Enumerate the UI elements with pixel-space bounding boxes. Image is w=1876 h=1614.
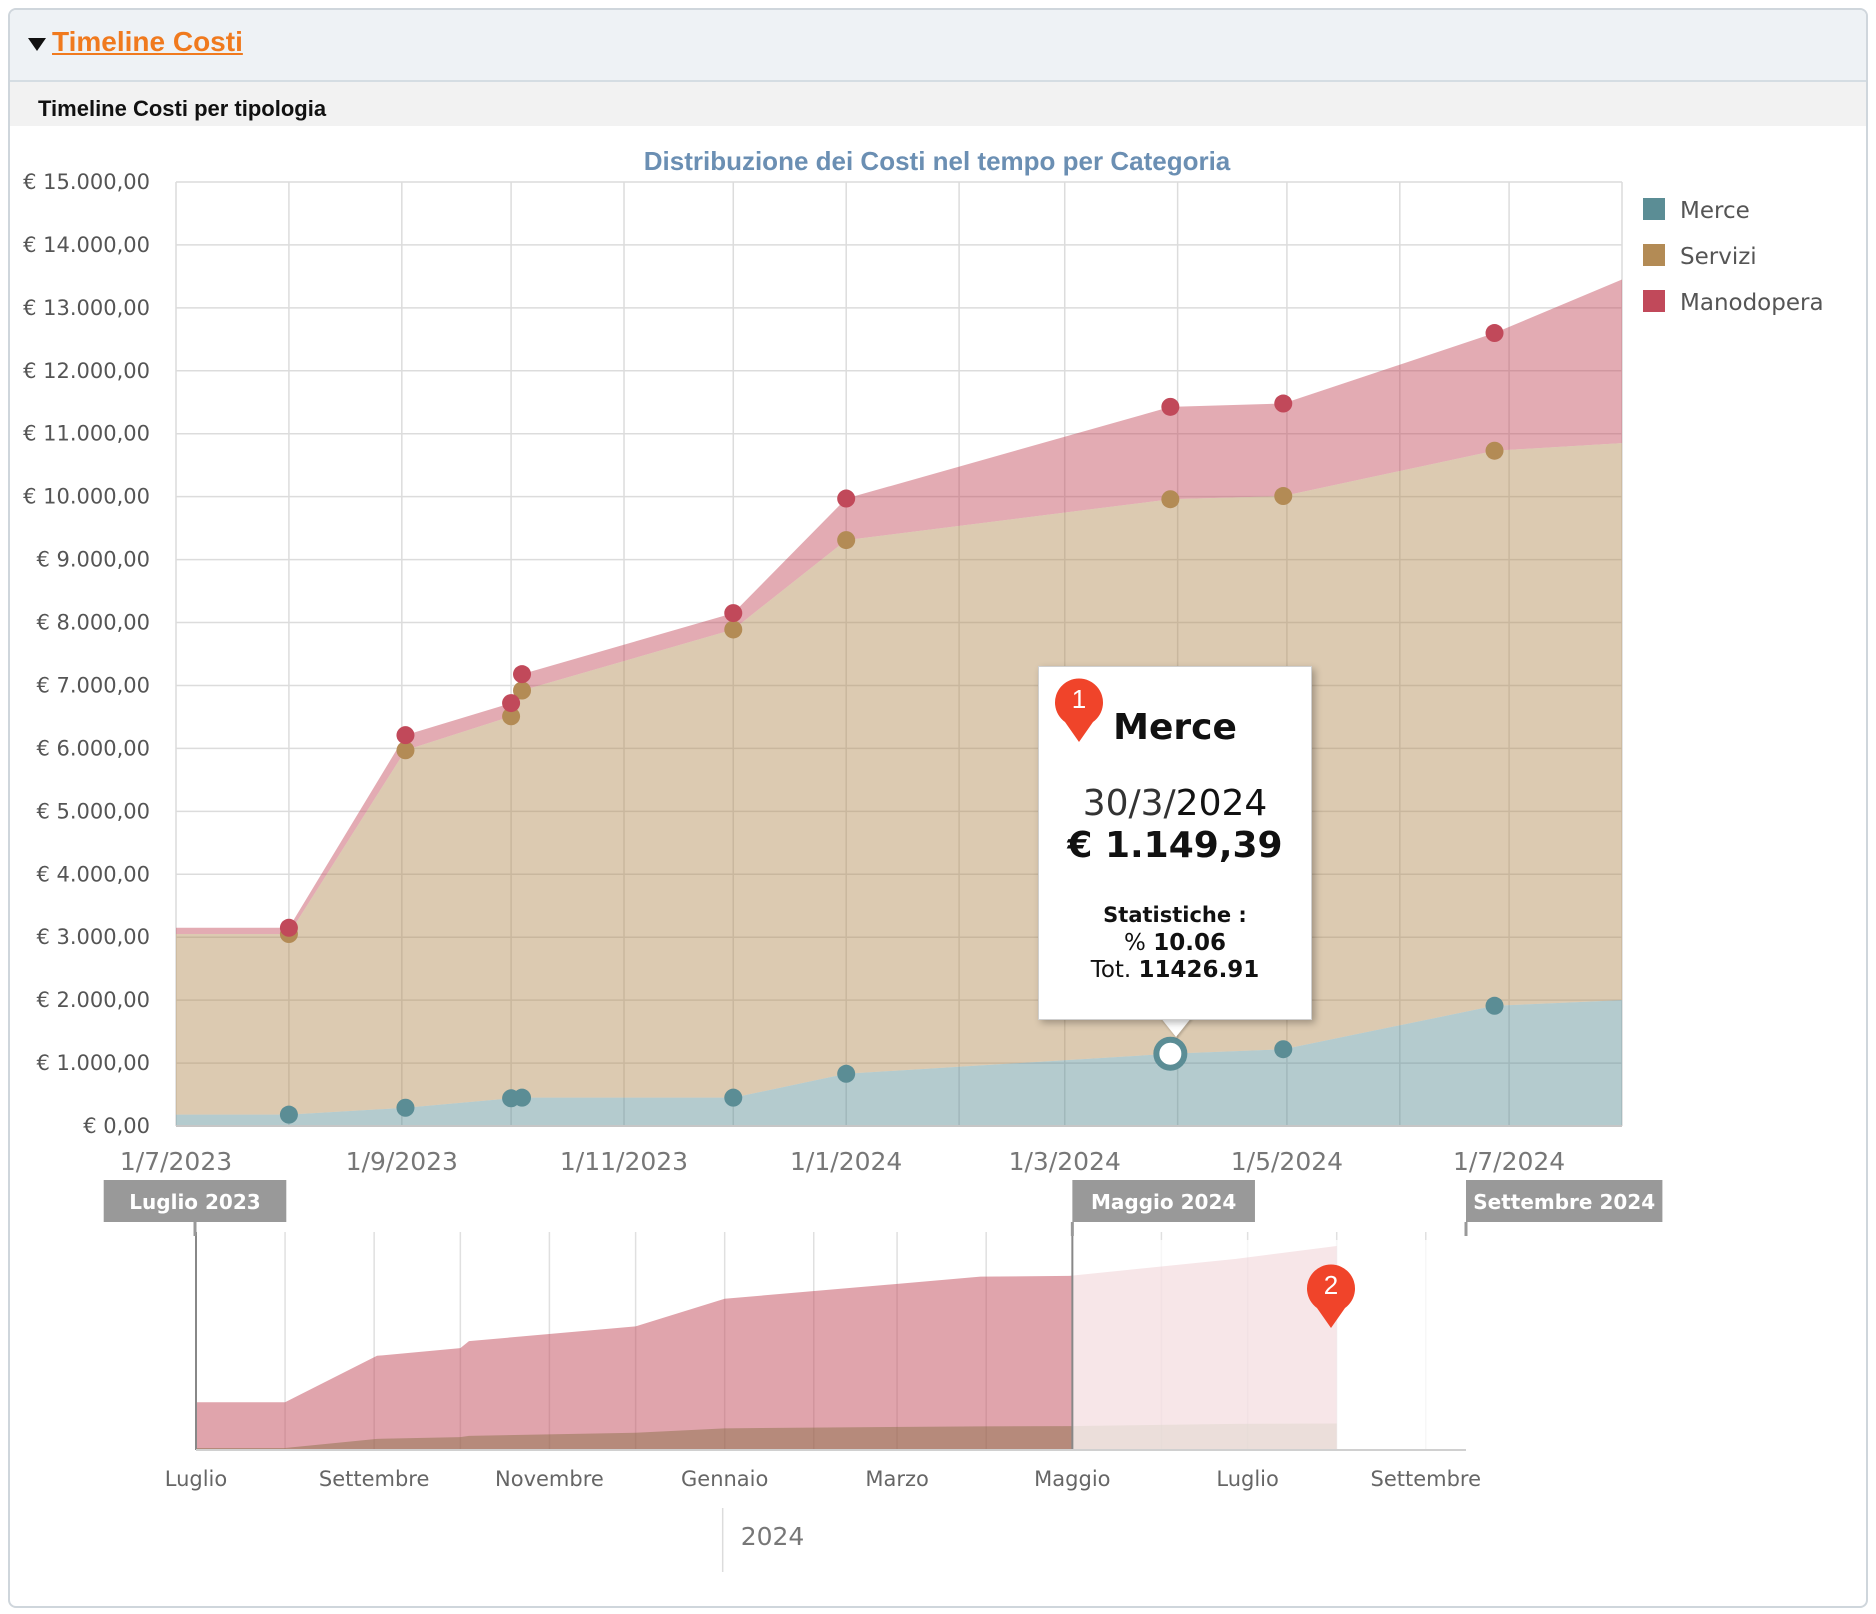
- point-manodopera: [1161, 397, 1180, 416]
- tooltip-date: 30/3/2024: [1039, 783, 1311, 824]
- tooltip-total: Tot. 11426.91: [1039, 957, 1311, 983]
- point-manodopera: [1485, 324, 1504, 343]
- chart-title: Distribuzione dei Costi nel tempo per Ca…: [644, 146, 1231, 176]
- y-tick-label: € 5.000,00: [36, 799, 150, 823]
- tooltip-percentage: % 10.06: [1039, 930, 1311, 956]
- x-tick-label: 1/7/2023: [120, 1147, 232, 1176]
- y-tick-label: € 14.000,00: [23, 233, 150, 257]
- hovered-point: [1153, 1036, 1188, 1071]
- navigator-month-label: Settembre: [319, 1467, 430, 1491]
- navigator-month-label: Maggio: [1034, 1467, 1110, 1491]
- point-merce: [1274, 1040, 1293, 1059]
- panel-title-link[interactable]: Timeline Costi: [52, 26, 243, 57]
- tooltip-value: € 1.149,39: [1067, 825, 1283, 866]
- range-max-flag-label: Settembre 2024: [1473, 1190, 1655, 1214]
- y-tick-label: € 10.000,00: [23, 485, 150, 509]
- legend-label-merce: Merce: [1680, 198, 1750, 224]
- navigator-month-label: Gennaio: [681, 1467, 768, 1491]
- legend-label-manodopera: Manodopera: [1680, 290, 1824, 316]
- area-servizi: [176, 443, 1622, 1115]
- x-tick-label: 1/9/2023: [346, 1147, 458, 1176]
- y-tick-label: € 13.000,00: [23, 296, 150, 320]
- tooltip-pct-label: %: [1124, 930, 1146, 956]
- point-servizi: [1485, 441, 1504, 460]
- y-tick-label: € 9.000,00: [36, 548, 150, 572]
- callout-label-2: 2: [1323, 1270, 1339, 1300]
- y-tick-label: € 12.000,00: [23, 359, 150, 383]
- point-manodopera: [724, 604, 743, 623]
- tooltip-date-day-month: 30/3/: [1082, 783, 1176, 824]
- tooltip-date-year: 2024: [1175, 783, 1268, 824]
- point-manodopera: [396, 726, 415, 745]
- callout-marker-1: 1: [1051, 676, 1107, 744]
- navigator-year-label: 2024: [741, 1522, 805, 1551]
- navigator-total-area: [196, 1246, 1337, 1450]
- point-servizi: [1274, 487, 1293, 506]
- collapse-arrow-icon[interactable]: [28, 38, 46, 51]
- point-manodopera: [513, 665, 532, 684]
- legend-swatch-merce: [1643, 198, 1665, 220]
- point-merce: [837, 1064, 856, 1083]
- area-merce: [176, 1000, 1622, 1126]
- tooltip-caret: [1160, 1017, 1192, 1037]
- y-tick-label: € 4.000,00: [36, 862, 150, 886]
- legend-label-servizi: Servizi: [1680, 244, 1757, 270]
- navigator-month-label: Novembre: [495, 1467, 604, 1491]
- navigator-month-label: Luglio: [1216, 1467, 1279, 1491]
- tooltip-stats-title: Statistiche :: [1103, 903, 1247, 927]
- tooltip-tot-label: Tot.: [1090, 957, 1132, 983]
- range-start-flag-label: Luglio 2023: [129, 1190, 260, 1214]
- point-servizi: [724, 620, 743, 639]
- navigator-month-label: Luglio: [165, 1467, 228, 1491]
- x-tick-label: 1/5/2024: [1231, 1147, 1343, 1176]
- chart-subtitle: Timeline Costi per tipologia: [38, 96, 327, 121]
- tooltip-series-name: Merce: [1113, 707, 1237, 748]
- callout-marker-2: 2: [1303, 1262, 1359, 1330]
- x-tick-label: 1/3/2024: [1009, 1147, 1121, 1176]
- tooltip-pct-value: 10.06: [1153, 930, 1226, 956]
- y-tick-label: € 7.000,00: [36, 673, 150, 697]
- navigator-month-label: Marzo: [865, 1467, 929, 1491]
- point-merce: [396, 1098, 415, 1117]
- chart-subheader: Timeline Costi per tipologia: [10, 82, 1866, 126]
- y-tick-label: € 2.000,00: [36, 988, 150, 1012]
- point-merce: [513, 1088, 532, 1107]
- legend-swatch-servizi: [1643, 244, 1665, 266]
- point-manodopera: [837, 489, 856, 508]
- point-servizi: [513, 681, 532, 700]
- point-servizi: [1161, 490, 1180, 509]
- area-manodopera: [176, 279, 1622, 935]
- y-tick-label: € 6.000,00: [36, 736, 150, 760]
- point-manodopera: [279, 918, 298, 937]
- point-servizi: [837, 531, 856, 550]
- point-servizi: [502, 707, 521, 726]
- navigator-unselected-mask: [1072, 1240, 1466, 1450]
- y-tick-label: € 1.000,00: [36, 1051, 150, 1075]
- x-tick-label: 1/11/2023: [560, 1147, 688, 1176]
- y-tick-label: € 0,00: [83, 1114, 150, 1138]
- x-tick-label: 1/7/2024: [1453, 1147, 1565, 1176]
- point-manodopera: [1274, 394, 1293, 413]
- range-start-flag-box: [103, 1180, 287, 1222]
- range-max-flag-box: [1466, 1180, 1663, 1222]
- navigator-base-area: [196, 1423, 1337, 1450]
- range-end-flag-label: Maggio 2024: [1091, 1190, 1236, 1214]
- y-tick-label: € 8.000,00: [36, 611, 150, 635]
- point-manodopera: [502, 694, 521, 713]
- y-tick-label: € 15.000,00: [23, 170, 150, 194]
- y-tick-label: € 3.000,00: [36, 925, 150, 949]
- point-merce: [1485, 996, 1504, 1015]
- tooltip-tot-value: 11426.91: [1138, 957, 1260, 983]
- point-merce: [279, 1105, 298, 1124]
- y-tick-label: € 11.000,00: [23, 422, 150, 446]
- point-merce: [724, 1088, 743, 1107]
- x-tick-label: 1/1/2024: [790, 1147, 902, 1176]
- legend-swatch-manodopera: [1643, 290, 1665, 312]
- navigator-month-label: Settembre: [1371, 1467, 1482, 1491]
- range-end-flag-box: [1072, 1180, 1255, 1222]
- point-servizi: [396, 741, 415, 760]
- panel-header: Timeline Costi: [10, 10, 1866, 82]
- callout-label-1: 1: [1071, 684, 1087, 714]
